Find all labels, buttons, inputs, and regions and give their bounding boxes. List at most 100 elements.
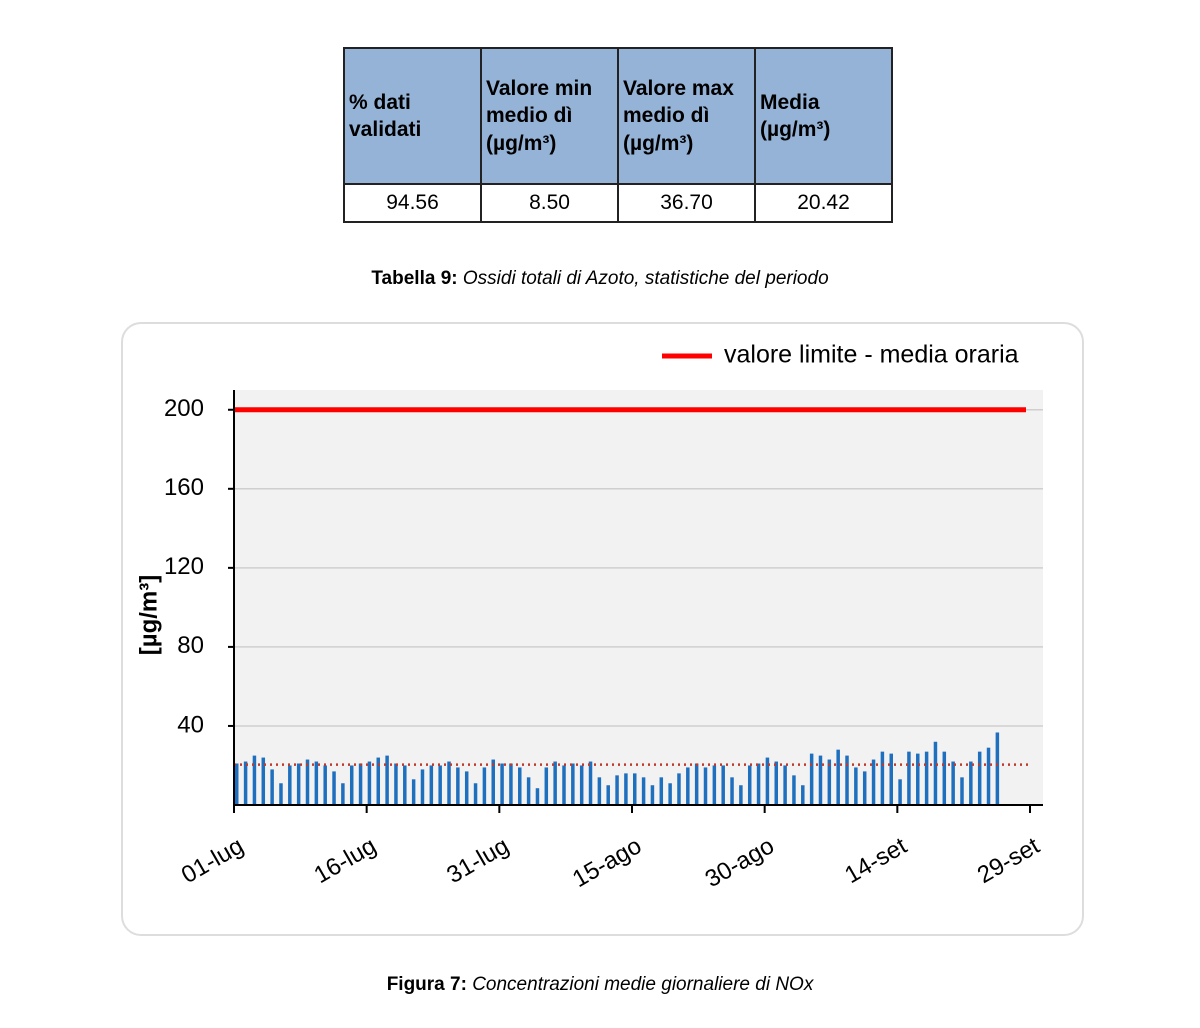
- bar: [270, 769, 274, 805]
- bar: [977, 751, 982, 805]
- data-row: 94.56 8.50 36.70 20.42: [343, 183, 893, 223]
- bar: [951, 761, 955, 805]
- bar: [571, 763, 575, 805]
- bar: [650, 785, 655, 805]
- bar: [518, 767, 522, 805]
- bar: [429, 765, 434, 805]
- y-axis-label: [µg/m³]: [135, 575, 162, 655]
- bar: [907, 751, 911, 805]
- bar: [588, 761, 593, 805]
- bar: [801, 785, 805, 805]
- legend-label: valore limite - media oraria: [724, 341, 1019, 369]
- bar: [995, 732, 1000, 805]
- bar: [898, 779, 902, 805]
- header-cell: Valore min medio dì (µg/m³): [480, 47, 619, 185]
- x-tick-label: 29-set: [973, 832, 1045, 889]
- figure-caption: Figura 7: Concentrazioni medie giornalie…: [0, 974, 1200, 996]
- bar: [827, 759, 832, 805]
- bar: [500, 763, 504, 805]
- bar: [235, 763, 239, 805]
- bar: [942, 751, 947, 805]
- caption-text: Ossidi totali di Azoto, statistiche del …: [462, 268, 829, 289]
- bar: [464, 771, 469, 805]
- bar: [491, 759, 495, 805]
- chart-card: [121, 322, 1084, 936]
- bar: [792, 775, 796, 805]
- bar: [836, 749, 840, 805]
- bar: [641, 777, 646, 805]
- bar: [332, 771, 336, 805]
- bar: [730, 777, 734, 805]
- bar: [703, 767, 708, 805]
- bar: [633, 773, 637, 805]
- bar: [296, 763, 301, 805]
- caption-text: Concentrazioni medie giornaliere di NOx: [472, 974, 814, 995]
- bar: [686, 767, 690, 805]
- bar: [526, 777, 531, 805]
- bar: [261, 757, 266, 805]
- bar: [960, 777, 964, 805]
- y-tick-label: 160: [164, 474, 204, 501]
- bar: [677, 773, 681, 805]
- bar: [739, 785, 743, 805]
- bar: [367, 761, 372, 805]
- bar: [252, 755, 257, 805]
- header-row: % dati validati Valore min medio dì (µg/…: [343, 47, 893, 185]
- y-tick-label: 40: [177, 711, 204, 738]
- header-cell: % dati validati: [343, 47, 482, 185]
- bar: [535, 788, 540, 805]
- bar: [756, 763, 761, 805]
- caption-label: Figura 7:: [386, 974, 467, 995]
- bar: [349, 765, 354, 805]
- bar: [314, 761, 319, 805]
- bar: [323, 765, 327, 805]
- bar: [482, 767, 487, 805]
- bar: [694, 763, 699, 805]
- bar: [597, 777, 602, 805]
- bar: [438, 765, 442, 805]
- bar: [562, 765, 566, 805]
- bar: [544, 767, 549, 805]
- bar: [933, 741, 938, 805]
- y-tick-label: 80: [177, 632, 204, 659]
- bar: [774, 761, 779, 805]
- bar: [712, 765, 717, 805]
- bar: [447, 761, 451, 805]
- bar: [243, 761, 248, 805]
- bar: [862, 771, 867, 805]
- x-tick-label: 15-ago: [568, 832, 646, 893]
- bar: [668, 783, 672, 805]
- x-tick-label: 16-lug: [310, 832, 381, 889]
- bar: [341, 783, 345, 805]
- bar: [659, 777, 664, 805]
- bar: [916, 753, 920, 805]
- bar: [969, 761, 973, 805]
- bar: [305, 759, 310, 805]
- bar: [615, 775, 619, 805]
- header-cell: Media (µg/m³): [754, 47, 893, 185]
- bar: [809, 753, 814, 805]
- cell: 8.50: [480, 183, 619, 223]
- bar: [473, 783, 478, 805]
- x-tick-label: 14-set: [840, 832, 912, 889]
- bar: [456, 767, 460, 805]
- bar: [845, 755, 849, 805]
- header-cell: Valore max medio dì (µg/m³): [617, 47, 756, 185]
- bar: [606, 785, 610, 805]
- x-tick-label: 01-lug: [177, 832, 248, 889]
- bar: [924, 751, 929, 805]
- bar: [509, 763, 513, 805]
- bar: [385, 755, 389, 805]
- caption-label: Tabella 9:: [371, 268, 458, 289]
- x-tick-label: 30-ago: [701, 832, 779, 893]
- bar: [279, 783, 283, 805]
- bar: [403, 765, 407, 805]
- bar: [624, 773, 628, 805]
- bar: [411, 779, 416, 805]
- stats-table: % dati validati Valore min medio dì (µg/…: [343, 47, 893, 223]
- bar: [783, 765, 787, 805]
- cell: 94.56: [343, 183, 482, 223]
- bar: [854, 767, 858, 805]
